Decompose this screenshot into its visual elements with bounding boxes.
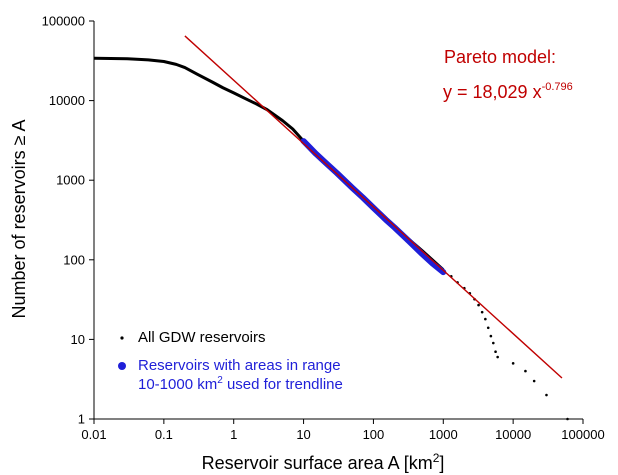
y-axis-ticks: 1 10 100 1000 10000 100000 <box>42 14 94 427</box>
annotation-exponent: -0.796 <box>542 81 573 93</box>
annotation-line-2: y = 18,029 x-0.796 <box>443 81 573 102</box>
data-point-all-reservoirs <box>484 317 487 321</box>
x-tick-label: 1000 <box>429 427 458 442</box>
data-point-all-reservoirs <box>496 355 499 359</box>
pareto-annotation: Pareto model: y = 18,029 x-0.796 <box>443 47 573 102</box>
y-tick-label: 10000 <box>49 93 85 108</box>
legend-marker-all-reservoirs <box>120 336 124 340</box>
data-point-all-reservoirs <box>545 393 548 397</box>
y-tick-label: 100000 <box>42 14 85 29</box>
data-point-all-reservoirs <box>492 341 495 345</box>
y-axis-title: Number of reservoirs ≥ A <box>9 120 29 319</box>
series-layer <box>93 35 569 421</box>
annotation-equation: y = 18,029 x <box>443 82 542 102</box>
plot-area <box>93 21 583 420</box>
legend-label-all-reservoirs: All GDW reservoirs <box>138 329 266 346</box>
x-axis-title-superscript: 2 <box>433 451 440 465</box>
data-point-all-reservoirs <box>480 310 484 314</box>
data-point-all-reservoirs <box>489 334 493 338</box>
x-tick-label: 0.01 <box>81 427 106 442</box>
data-point-all-reservoirs <box>524 369 527 373</box>
legend: All GDW reservoirs Reservoirs with areas… <box>118 329 343 393</box>
pareto-fit-line <box>184 35 563 379</box>
y-tick-label: 1 <box>78 412 85 427</box>
x-tick-label: 100 <box>363 427 385 442</box>
x-axis-title-end: ] <box>439 453 444 473</box>
x-tick-label: 100000 <box>561 427 604 442</box>
x-axis-title-main: Reservoir surface area A [km <box>202 453 433 473</box>
legend-label-trendline-line-2: 10-1000 km2 used for trendline <box>138 375 343 393</box>
data-point-all-reservoirs <box>532 379 536 383</box>
data-point-all-reservoirs <box>494 350 497 354</box>
legend-marker-trendline-reservoirs <box>118 362 126 370</box>
legend-trendline-superscript: 2 <box>217 375 223 386</box>
legend-trendline-suffix: used for trendline <box>223 376 343 393</box>
y-tick-label: 1000 <box>56 173 85 188</box>
x-tick-label: 1 <box>230 427 237 442</box>
x-tick-label: 10000 <box>495 427 531 442</box>
data-point-all-reservoirs <box>511 362 515 365</box>
x-tick-label: 0.1 <box>155 427 173 442</box>
series-all-reservoirs-curve <box>93 56 445 271</box>
annotation-line-1: Pareto model: <box>444 47 556 67</box>
y-tick-label: 100 <box>63 252 85 267</box>
legend-label-trendline-line-1: Reservoirs with areas in range <box>138 357 341 374</box>
data-point-all-reservoirs <box>477 303 480 307</box>
data-point-all-reservoirs <box>486 326 490 330</box>
x-tick-label: 10 <box>296 427 310 442</box>
x-axis-ticks: 0.01 0.1 1 10 100 1000 10000 100000 <box>81 419 605 442</box>
data-point-all-reservoirs <box>566 417 569 421</box>
y-tick-label: 10 <box>71 332 85 347</box>
legend-trendline-range: 10-1000 km <box>138 376 217 393</box>
x-axis-title: Reservoir surface area A [km2] <box>202 451 445 473</box>
